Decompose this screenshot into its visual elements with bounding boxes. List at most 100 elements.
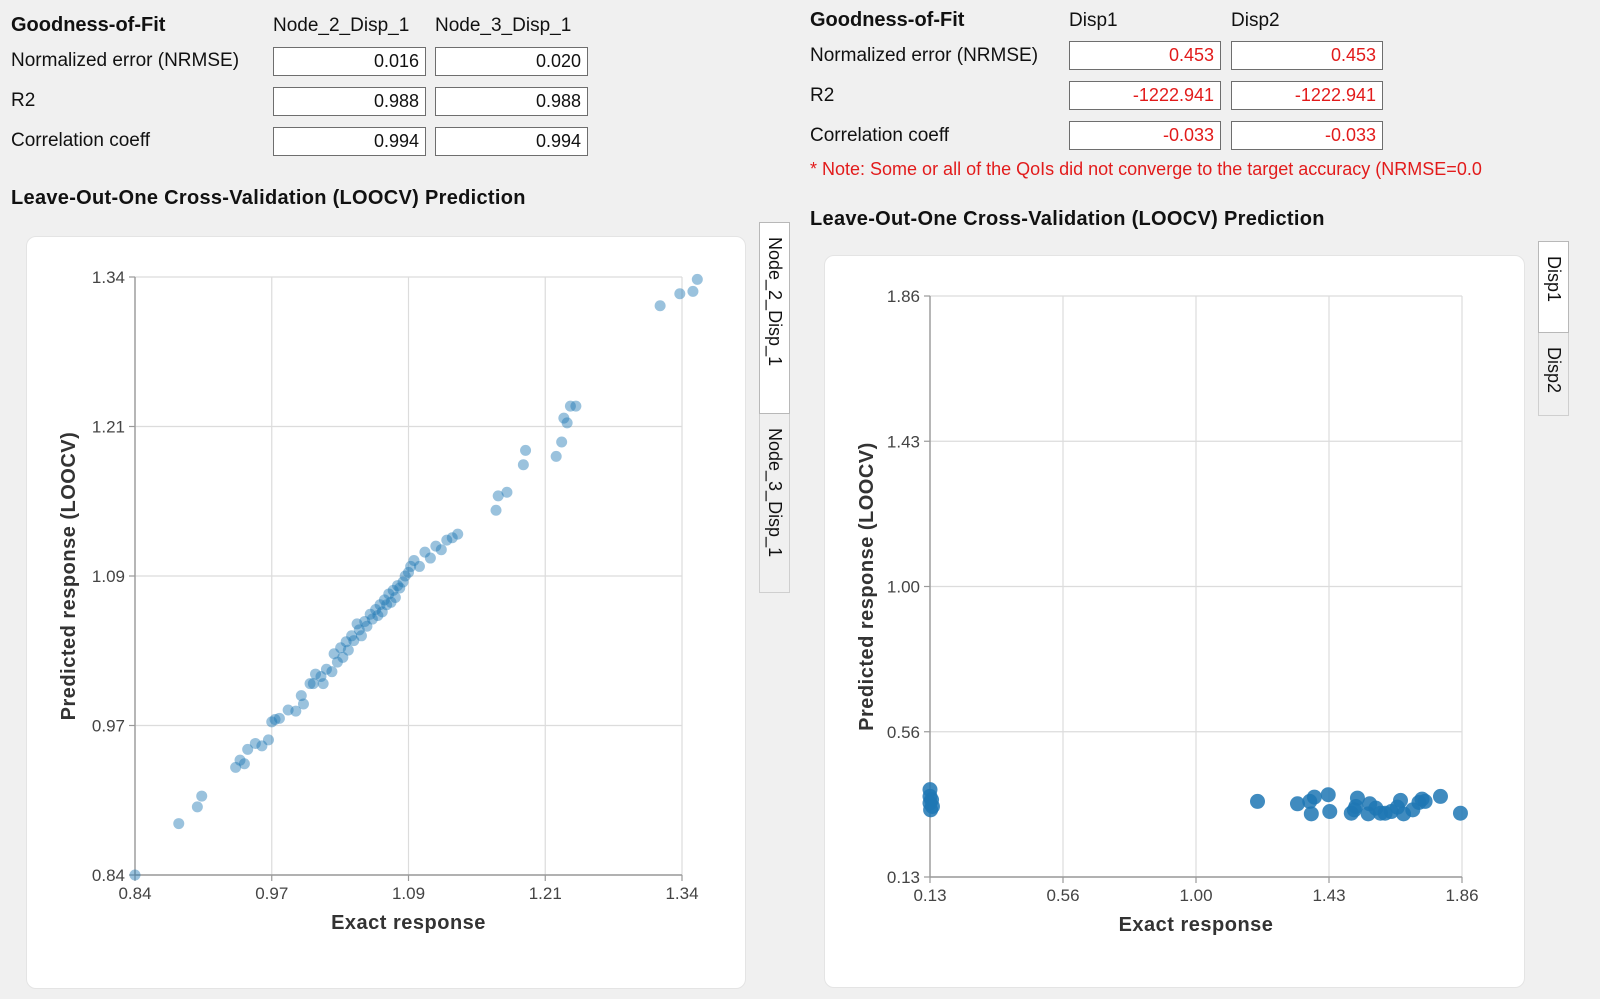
scatter-point xyxy=(337,651,349,663)
scatter-point xyxy=(1322,804,1338,820)
scatter-point xyxy=(366,613,378,625)
gof-value-field[interactable]: -1222.941 xyxy=(1069,81,1221,110)
scatter-point xyxy=(399,570,411,582)
tab-disp2[interactable]: Disp2 xyxy=(1538,332,1569,416)
scatter-point xyxy=(1250,793,1266,809)
scatter-point xyxy=(490,504,502,516)
scatter-point xyxy=(374,599,386,611)
scatter-point xyxy=(561,417,573,429)
gof-column-header: Node_2_Disp_1 xyxy=(273,15,410,36)
gof-value-field[interactable]: 0.988 xyxy=(435,87,588,116)
scatter-point xyxy=(452,528,464,540)
y-tick-label: 1.86 xyxy=(887,287,920,306)
scatter-point xyxy=(191,801,203,813)
scatter-point xyxy=(1349,790,1365,806)
scatter-point xyxy=(413,560,425,572)
gof-title: Goodness-of-Fit xyxy=(810,9,965,31)
scatter-point xyxy=(359,615,371,627)
loocv-scatter-chart: 0.13 0.56 1.00 1.43 1.86 0.13 0.56 1.00 1.43 1.86… xyxy=(856,287,1479,936)
scatter-point xyxy=(1452,805,1468,821)
loocv-chart-card: 0.13 0.56 1.00 1.43 1.86 0.13 0.56 1.00 1.43 1.86… xyxy=(824,255,1525,988)
left-panel: Goodness-of-Fit Node_2_Disp_1 Node_3_Dis… xyxy=(0,0,790,999)
scatter-point xyxy=(654,300,666,312)
scatter-point xyxy=(173,818,185,830)
scatter-point xyxy=(397,576,409,588)
scatter-point xyxy=(230,761,242,773)
tab-node-3-disp-1[interactable]: Node_3_Disp_1 xyxy=(759,413,790,593)
gof-value-field[interactable]: -1222.941 xyxy=(1231,81,1383,110)
gof-value-field[interactable]: 0.453 xyxy=(1069,41,1221,70)
scatter-point xyxy=(1306,789,1322,805)
scatter-point xyxy=(674,288,686,300)
scatter-point xyxy=(342,644,354,656)
gof-value-field[interactable]: -0.033 xyxy=(1069,121,1221,150)
scatter-point xyxy=(295,690,307,702)
x-tick-label: 0.13 xyxy=(913,886,946,905)
y-tick-label: 0.84 xyxy=(92,866,125,885)
scatter-point xyxy=(389,592,401,604)
gof-value-field[interactable]: 0.988 xyxy=(273,87,426,116)
gof-value-field[interactable]: 0.016 xyxy=(273,47,426,76)
x-tick-label: 0.84 xyxy=(118,884,151,903)
scatter-point xyxy=(290,705,302,717)
x-tick-label: 1.43 xyxy=(1312,886,1345,905)
gof-value-field[interactable]: 0.994 xyxy=(273,127,426,156)
scatter-point xyxy=(1303,806,1319,822)
gof-value-field[interactable]: 0.453 xyxy=(1231,41,1383,70)
scatter-point xyxy=(520,444,532,456)
scatter-point xyxy=(353,624,365,636)
scatter-point xyxy=(326,666,338,678)
scatter-point xyxy=(501,486,513,498)
scatter-point xyxy=(430,540,442,552)
scatter-point xyxy=(441,534,453,546)
scatter-point xyxy=(405,560,417,572)
scatter-point xyxy=(376,606,388,618)
tab-node-2-disp-1[interactable]: Node_2_Disp_1 xyxy=(759,222,790,414)
scatter-point xyxy=(392,580,404,592)
gof-row-label-correlation: Correlation coeff xyxy=(11,130,151,151)
scatter-point xyxy=(351,618,363,630)
x-tick-label: 0.97 xyxy=(255,884,288,903)
scatter-point xyxy=(435,544,447,556)
scatter-point xyxy=(249,737,261,749)
scatter-point xyxy=(346,630,358,642)
gof-value-field[interactable]: 0.994 xyxy=(435,127,588,156)
scatter-point xyxy=(387,584,399,596)
scatter-point xyxy=(385,596,397,608)
scatter-point xyxy=(361,620,373,632)
scatter-point xyxy=(328,648,340,660)
scatter-point xyxy=(408,554,420,566)
scatter-point xyxy=(558,412,570,424)
scatter-point xyxy=(378,594,390,606)
scatter-point xyxy=(266,716,278,728)
scatter-point xyxy=(556,436,568,448)
scatter-point xyxy=(304,678,316,690)
gof-value-field[interactable]: 0.020 xyxy=(435,47,588,76)
scatter-point xyxy=(348,635,360,647)
gof-column-header: Node_3_Disp_1 xyxy=(435,15,572,36)
scatter-point xyxy=(424,552,436,564)
convergence-warning-note: * Note: Some or all of the QoIs did not … xyxy=(810,159,1482,179)
scatter-point xyxy=(419,546,431,558)
x-tick-label: 1.34 xyxy=(665,884,698,903)
scatter-point xyxy=(317,678,329,690)
gof-row-label-r2: R2 xyxy=(11,90,36,111)
gof-value-field[interactable]: -0.033 xyxy=(1231,121,1383,150)
scatter-point xyxy=(492,490,504,502)
gof-row-label-nrmse: Normalized error (NRMSE) xyxy=(810,45,1039,66)
y-tick-label: 0.97 xyxy=(92,717,125,736)
loocv-scatter-chart: 0.84 0.97 1.09 1.21 1.34 0.84 0.97 1.09 1.21 1.34… xyxy=(58,268,703,934)
scatter-point xyxy=(340,636,352,648)
loocv-section-title: Leave-Out-One Cross-Validation (LOOCV) P… xyxy=(11,187,526,209)
tab-disp1[interactable]: Disp1 xyxy=(1538,241,1569,333)
scatter-point xyxy=(1432,788,1448,804)
scatter-point xyxy=(307,678,319,690)
y-axis-title: Predicted response (LOOCV) xyxy=(856,442,878,731)
scatter-point xyxy=(550,450,562,462)
gof-column-header: Disp2 xyxy=(1231,10,1280,31)
y-tick-label: 0.13 xyxy=(887,868,920,887)
y-tick-label: 1.21 xyxy=(92,418,125,437)
x-axis-title: Exact response xyxy=(331,912,486,934)
scatter-point xyxy=(196,790,208,802)
scatter-point xyxy=(320,663,332,675)
